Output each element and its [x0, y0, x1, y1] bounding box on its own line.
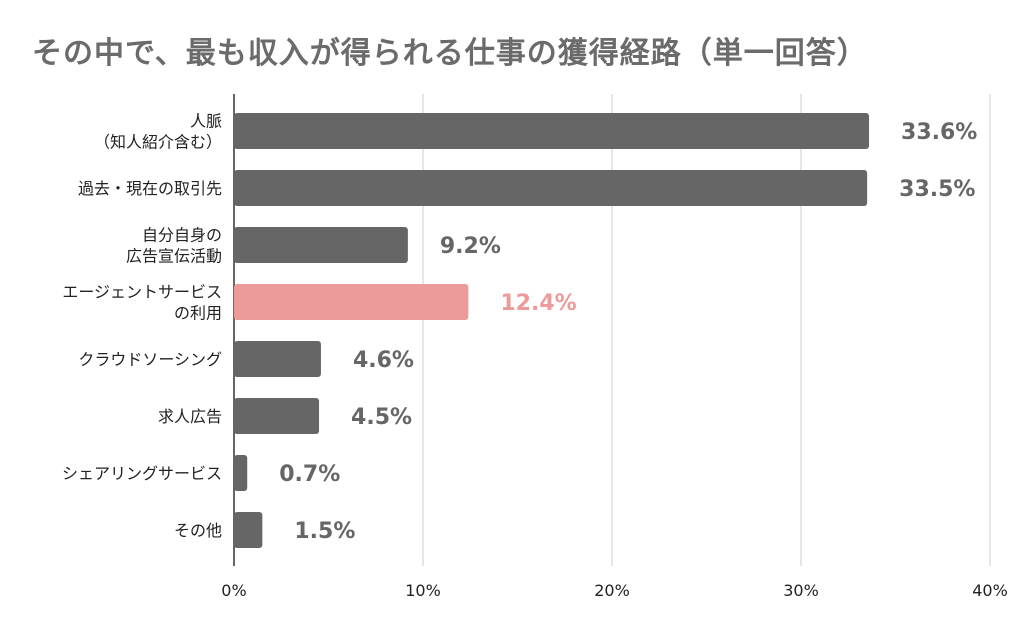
category-label: シェアリングサービス — [62, 464, 222, 483]
grid-layer — [233, 94, 991, 566]
category-label: 求人広告 — [158, 407, 222, 426]
bar — [234, 341, 321, 377]
category-label: エージェントサービスの利用 — [62, 283, 222, 323]
label-layer: 0% 10% 20% 30% 40% 33.6% 人脈（知人紹介含む） 33.5% 過去・現在の… — [62, 112, 1008, 601]
data-label: 4.5% — [351, 405, 412, 430]
bar — [234, 227, 408, 263]
x-tick-label: 40% — [972, 581, 1008, 600]
category-label: 過去・現在の取引先 — [78, 179, 222, 198]
x-tick-label: 20% — [594, 581, 630, 600]
data-label: 12.4% — [500, 291, 576, 316]
bar — [234, 398, 320, 434]
data-label: 9.2% — [440, 234, 501, 259]
bar — [234, 455, 248, 491]
data-label: 33.5% — [899, 177, 975, 202]
data-label: 0.7% — [279, 462, 340, 487]
x-tick-label: 30% — [783, 581, 819, 600]
bar — [234, 512, 263, 548]
data-label: 33.6% — [901, 120, 977, 145]
category-label: その他 — [174, 521, 222, 540]
bar — [234, 284, 469, 320]
x-tick-label: 0% — [221, 581, 246, 600]
data-label: 4.6% — [353, 348, 414, 373]
category-label: クラウドソーシング — [78, 350, 222, 369]
category-label: 人脈（知人紹介含む） — [94, 112, 222, 152]
category-label: 自分自身の広告宣伝活動 — [126, 226, 222, 266]
bar-layer — [234, 113, 870, 548]
bar — [234, 170, 868, 206]
x-tick-label: 10% — [405, 581, 441, 600]
chart-title: その中で、最も収入が得られる仕事の獲得経路（単一回答） — [32, 36, 868, 71]
bar — [234, 113, 870, 149]
data-label: 1.5% — [294, 519, 355, 544]
